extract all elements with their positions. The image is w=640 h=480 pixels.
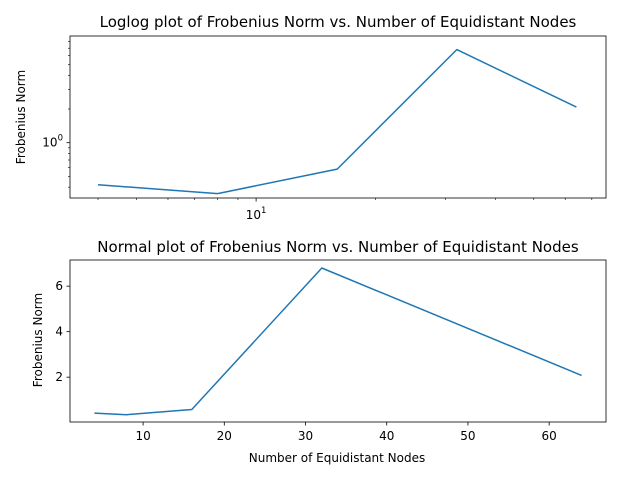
linear-xlabel: Number of Equidistant Nodes [249,451,426,465]
x-tick-label: 50 [460,429,475,443]
y-tick-label: 100 [42,134,63,150]
y-tick-label: 6 [55,279,63,293]
x-tick-label: 10 [135,429,150,443]
linear-ticks: 10 20 30 40 50 60 2 4 6 [55,279,556,443]
loglog-ticks: 101 100 [42,41,593,222]
loglog-ylabel: Frobenius Norm [14,70,28,164]
loglog-title: Loglog plot of Frobenius Norm vs. Number… [100,13,577,31]
x-tick-label: 30 [298,429,313,443]
linear-subplot: Normal plot of Frobenius Norm vs. Number… [31,238,607,465]
linear-series-line [94,267,582,416]
loglog-subplot: Loglog plot of Frobenius Norm vs. Number… [14,13,607,222]
x-tick-label: 20 [217,429,232,443]
y-tick-label: 2 [55,370,63,384]
x-tick-label: 40 [379,429,394,443]
loglog-series-line [97,48,577,195]
linear-ylabel: Frobenius Norm [31,293,45,387]
x-tick-label: 60 [542,429,557,443]
loglog-axes-frame [69,35,607,199]
linear-title: Normal plot of Frobenius Norm vs. Number… [97,238,579,256]
x-tick-label: 101 [246,206,267,222]
y-tick-label: 4 [55,325,63,339]
linear-axes-frame [69,259,607,423]
